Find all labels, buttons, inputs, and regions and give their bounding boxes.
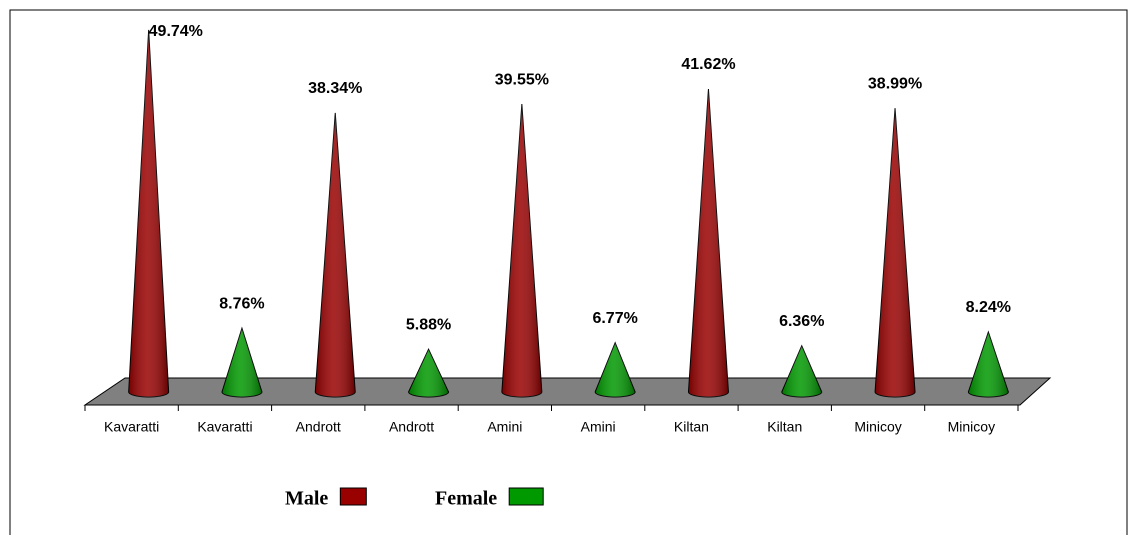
cone-shade xyxy=(501,104,542,397)
cone xyxy=(128,29,170,398)
cone xyxy=(408,348,450,398)
category-ticks: Kavaratti Kavaratti Andrott Andrott Amini Ami… xyxy=(84,404,1019,435)
cone xyxy=(874,108,916,398)
x-tick-label: Kiltan xyxy=(674,419,709,435)
cone xyxy=(594,341,636,398)
cone-shade xyxy=(968,332,1009,397)
value-label: 6.77% xyxy=(592,310,637,327)
x-tick-label: Kavaratti xyxy=(197,419,252,435)
x-tick-label: Andrott xyxy=(389,419,434,435)
cone-shade xyxy=(408,349,449,397)
x-tick-label: Minicoy xyxy=(948,419,995,435)
cone xyxy=(967,330,1009,398)
value-label: 39.55% xyxy=(495,71,549,88)
x-tick-label: Amini xyxy=(487,419,522,435)
x-tick-label: Kiltan xyxy=(767,419,802,435)
legend-label: Male xyxy=(285,488,328,510)
value-label: 8.24% xyxy=(966,299,1011,316)
cone xyxy=(781,344,823,398)
legend-swatch xyxy=(508,487,544,506)
cone xyxy=(221,326,263,398)
frame xyxy=(9,9,1128,535)
cones: 49.74% 38.34% 39.55% 41.62% 38.99% 8.76% 5.88%… xyxy=(128,23,1011,398)
value-label: 5.88% xyxy=(406,316,451,333)
x-tick-label: Minicoy xyxy=(854,419,901,435)
cone-shade xyxy=(221,328,262,397)
value-label: 49.74% xyxy=(149,23,203,40)
x-tick-label: Kavaratti xyxy=(104,419,159,435)
x-tick-label: Amini xyxy=(581,419,616,435)
value-label: 6.36% xyxy=(779,313,824,330)
cone-shade xyxy=(315,112,356,398)
value-label: 38.99% xyxy=(868,75,922,92)
legend: Male Female xyxy=(285,487,544,510)
cone-shade xyxy=(688,89,729,397)
value-label: 8.76% xyxy=(219,295,264,312)
cone-shade xyxy=(875,108,916,397)
legend-label: Female xyxy=(435,488,497,510)
value-label: 41.62% xyxy=(681,56,735,73)
cone-shade xyxy=(595,342,636,397)
x-tick-label: Andrott xyxy=(296,419,341,435)
cone xyxy=(687,88,729,398)
cone xyxy=(501,104,543,398)
legend-swatch xyxy=(339,487,367,506)
cone-shade xyxy=(128,29,169,398)
value-label: 38.34% xyxy=(308,80,362,97)
cone-shade xyxy=(781,345,822,397)
cone xyxy=(314,112,356,398)
